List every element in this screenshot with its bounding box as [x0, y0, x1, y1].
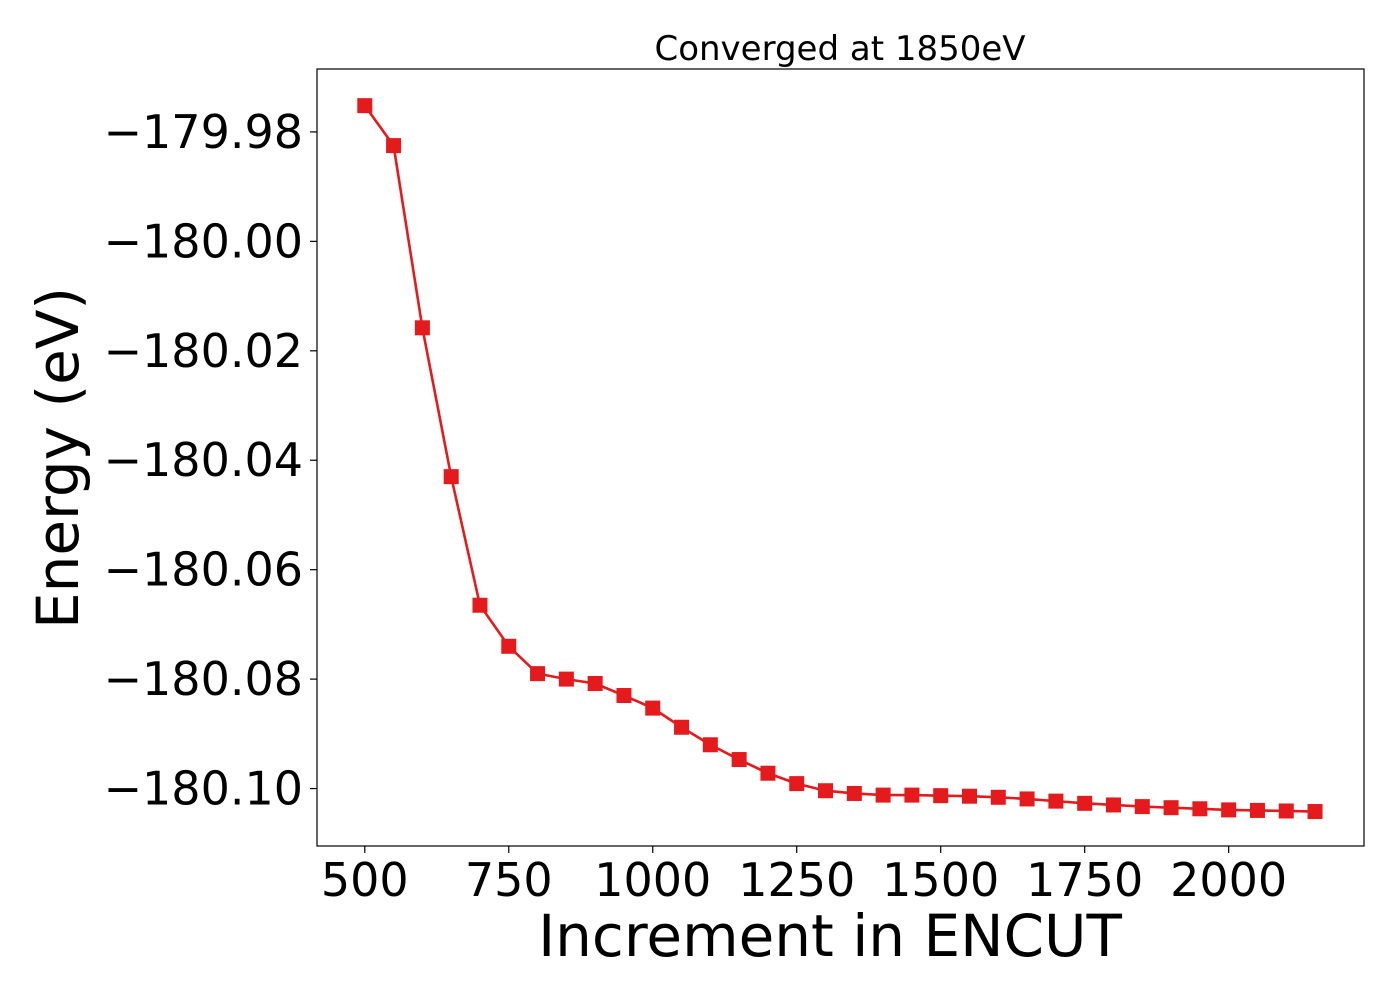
data-point-marker [731, 752, 747, 768]
y-tick-label: −180.00 [104, 214, 304, 268]
series-line [363, 104, 1316, 813]
x-tick-label: 1000 [594, 853, 711, 907]
x-tick-label: 750 [465, 853, 553, 907]
data-point-marker [875, 787, 891, 803]
plot-frame [316, 68, 1365, 847]
data-point-marker [702, 737, 718, 753]
data-point-marker [789, 776, 805, 792]
data-point-marker [760, 765, 776, 781]
data-point-marker [933, 788, 949, 804]
x-tick-label: 2000 [1170, 853, 1287, 907]
data-point-marker [846, 785, 862, 801]
y-tick-label: −180.06 [104, 543, 304, 597]
data-point-marker [1221, 802, 1237, 818]
x-tick-label: 1250 [738, 853, 855, 907]
data-point-marker [1163, 800, 1179, 816]
y-axis: −179.98 −180.00 −180.02 −180.04 −180.06 −180.… [104, 105, 317, 816]
data-point-marker [1105, 797, 1121, 813]
data-point-marker [1134, 799, 1150, 815]
data-point-marker [674, 719, 690, 735]
chart-title: Converged at 1850eV [654, 29, 1025, 69]
x-tick-label: 500 [321, 853, 409, 907]
y-tick-label: −180.02 [104, 324, 304, 378]
y-axis-label: Energy (eV) [24, 287, 92, 629]
data-point-marker [1249, 802, 1265, 818]
y-tick-label: −180.10 [104, 762, 304, 816]
data-point-marker [962, 788, 977, 804]
data-point-marker [1077, 795, 1093, 811]
data-point-marker [357, 98, 373, 114]
data-point-marker [990, 789, 1006, 805]
data-point-marker [1019, 791, 1035, 807]
data-point-marker [1048, 793, 1064, 809]
data-point-marker [1307, 804, 1323, 820]
data-point-marker [1192, 801, 1208, 817]
plot-area [357, 98, 1323, 820]
data-point-marker [530, 666, 546, 682]
data-point-marker [616, 688, 632, 704]
x-tick-label: 1500 [882, 853, 999, 907]
x-axis: 500 750 1000 1250 1500 1750 2000 [321, 846, 1287, 907]
data-point-marker [414, 320, 430, 336]
y-tick-label: −179.98 [104, 105, 304, 159]
data-point-marker [818, 783, 834, 799]
data-point-marker [472, 597, 488, 613]
data-point-marker [443, 469, 459, 485]
data-point-marker [587, 675, 603, 691]
x-axis-label: Increment in ENCUT [538, 902, 1122, 970]
data-point-marker [558, 671, 574, 687]
data-point-marker [1278, 803, 1294, 819]
y-tick-label: −180.04 [104, 433, 304, 487]
data-point-marker [386, 138, 402, 154]
x-tick-label: 1750 [1026, 853, 1143, 907]
data-point-marker [904, 787, 920, 803]
data-point-marker [645, 700, 661, 716]
data-point-marker [501, 638, 517, 654]
y-tick-label: −180.08 [104, 652, 304, 706]
